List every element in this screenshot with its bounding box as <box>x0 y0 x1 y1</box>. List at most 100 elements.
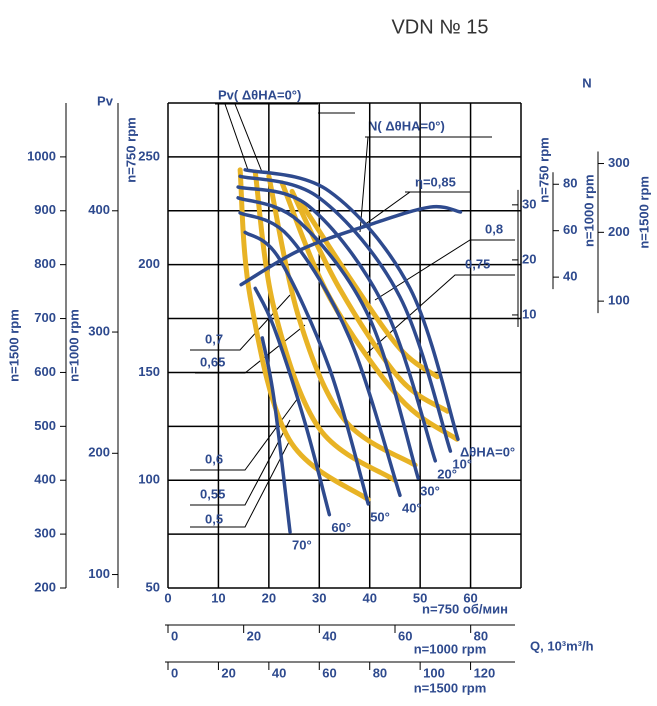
y-tick-label: 150 <box>138 364 160 379</box>
curve <box>237 167 371 503</box>
efficiency-label: 0,7 <box>205 331 223 346</box>
x-tick-label: 60 <box>463 590 477 605</box>
q-label: Q, 10³m³/h <box>530 638 594 653</box>
y2-tick-label: 30 <box>522 196 536 211</box>
y-tick-label: 100 <box>138 472 160 487</box>
y-tick-label: 40 <box>563 269 577 284</box>
axis-title: n=1500 rpm <box>6 309 21 382</box>
curve <box>238 174 453 453</box>
curve-label: 40° <box>402 501 422 516</box>
x-tick-label: 60 <box>322 665 336 680</box>
efficiency-label: 0,75 <box>465 256 490 271</box>
leader-line <box>190 439 291 528</box>
y-tick-label: 1000 <box>27 148 56 163</box>
x-tick-label: 0 <box>171 628 178 643</box>
curve-label: ΔθНА=0° <box>460 445 515 460</box>
y-tick-label: 50 <box>146 579 160 594</box>
efficiency-label: η=0,85 <box>415 174 456 189</box>
axis-title: n=1500 rpm <box>636 176 651 249</box>
curve-label: 70° <box>292 537 312 552</box>
curve <box>252 169 398 483</box>
curve <box>238 211 402 498</box>
x-tick-label: 20 <box>221 665 235 680</box>
curve <box>243 168 460 442</box>
y2-tick-label: 10 <box>522 306 536 321</box>
efficiency-label: 0,55 <box>200 486 225 501</box>
axis-title: n=1000 rpm <box>66 309 81 382</box>
y-tick-label: 500 <box>34 418 56 433</box>
y-tick-label: 600 <box>34 364 56 379</box>
y-tick-label: 800 <box>34 256 56 271</box>
efficiency-label: 0,65 <box>200 354 225 369</box>
leader-line <box>224 103 249 171</box>
x-axis-title: n=750 об/мин <box>422 601 508 616</box>
axis-title: n=1500 rpm <box>414 680 487 695</box>
x-tick-label: 40 <box>272 665 286 680</box>
x-tick-label: 120 <box>474 665 496 680</box>
leader-line <box>190 419 291 506</box>
curve-label: 30° <box>420 484 440 499</box>
y-tick-label: 200 <box>88 445 110 460</box>
axis-title: n=1000 rpm <box>581 174 596 247</box>
curve-label: 20° <box>437 466 457 481</box>
curve-label: 60° <box>331 520 351 535</box>
leader-line <box>234 103 263 173</box>
x-tick-label: 30 <box>312 590 326 605</box>
y2-axis-speed: n=750 rpm <box>536 137 551 202</box>
y-axis-title: Pv <box>97 93 114 108</box>
n-curve-label: N( ΔθНА=0°) <box>368 118 445 133</box>
efficiency-label: 0,5 <box>205 511 223 526</box>
x-tick-label: 10 <box>211 590 225 605</box>
y2-axis-title: N <box>582 75 591 90</box>
y-tick-label: 400 <box>88 202 110 217</box>
curve <box>266 173 418 468</box>
y-tick-label: 100 <box>608 293 630 308</box>
leader-line <box>374 239 515 301</box>
y-tick-label: 200 <box>608 224 630 239</box>
x-tick-label: 80 <box>474 628 488 643</box>
curve-label: 50° <box>370 509 390 524</box>
pv-curve-label: Pv( ΔθНА=0°) <box>218 87 301 102</box>
y-tick-label: 100 <box>88 566 110 581</box>
x-tick-label: 60 <box>398 628 412 643</box>
x-tick-label: 20 <box>247 628 261 643</box>
y-tick-label: 200 <box>138 256 160 271</box>
y-tick-label: 300 <box>34 526 56 541</box>
y-tick-label: 400 <box>34 472 56 487</box>
y2-tick-label: 20 <box>522 251 536 266</box>
x-tick-label: 50 <box>413 590 427 605</box>
curve <box>236 196 420 480</box>
x-tick-label: 0 <box>164 590 171 605</box>
efficiency-label: 0,6 <box>205 451 223 466</box>
curve <box>260 336 292 534</box>
efficiency-label: 0,8 <box>485 221 503 236</box>
x-tick-label: 80 <box>373 665 387 680</box>
curve <box>239 204 463 287</box>
curve <box>279 180 460 442</box>
leader-line <box>359 136 369 233</box>
x-tick-label: 0 <box>171 665 178 680</box>
curve <box>289 188 450 414</box>
x-tick-label: 100 <box>423 665 445 680</box>
chart-title: VDN № 15 <box>391 16 488 38</box>
x-tick-label: 40 <box>322 628 336 643</box>
curve <box>253 286 332 517</box>
y-tick-label: 80 <box>563 176 577 191</box>
y-axis-speed: n=750 rpm <box>123 117 138 182</box>
y-tick-label: 700 <box>34 310 56 325</box>
y-tick-label: 200 <box>34 579 56 594</box>
y-tick-label: 250 <box>138 148 160 163</box>
axis-title: n=1000 rpm <box>414 641 487 656</box>
y-tick-label: 300 <box>608 155 630 170</box>
y-tick-label: 60 <box>563 222 577 237</box>
curve <box>236 185 438 463</box>
curve <box>299 201 440 380</box>
y-tick-label: 300 <box>88 323 110 338</box>
y-tick-label: 900 <box>34 202 56 217</box>
x-tick-label: 40 <box>362 590 376 605</box>
curve-label: 10° <box>452 457 472 472</box>
leader-line <box>359 191 470 229</box>
x-tick-label: 20 <box>262 590 276 605</box>
curve <box>243 230 370 506</box>
